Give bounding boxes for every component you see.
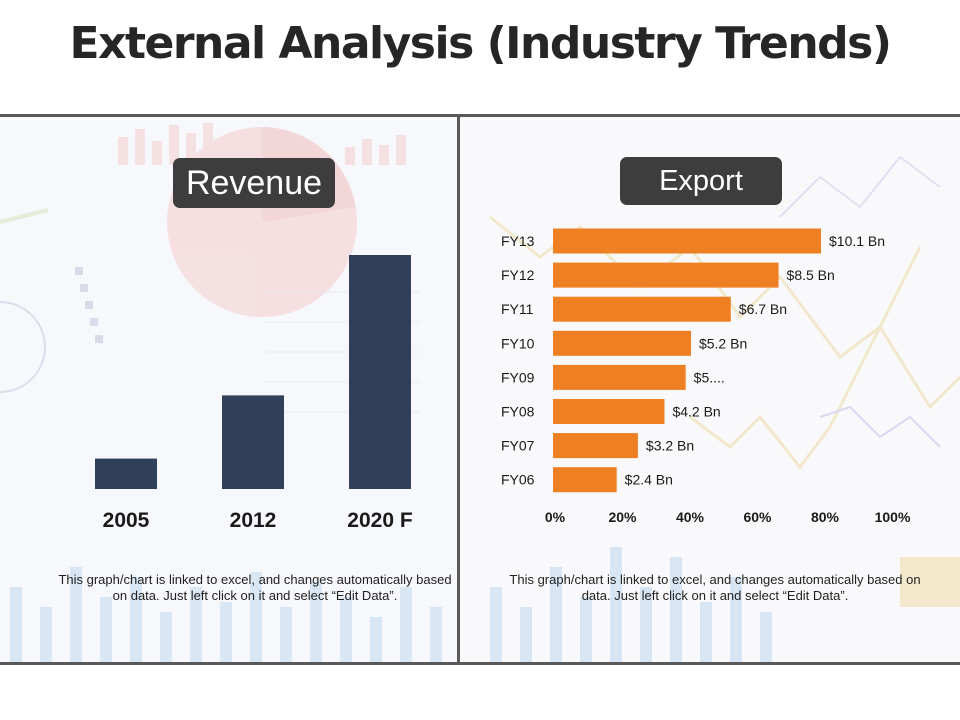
export-x-tick-label: 40% xyxy=(676,509,705,525)
export-x-tick-label: 20% xyxy=(608,509,637,525)
export-category-label: FY13 xyxy=(501,233,535,249)
export-bar-chart: FY13 $10.1 Bn FY12 $8.5 Bn FY11 $6.7 Bn FY10 $5… xyxy=(501,228,911,525)
revenue-category-label: 2005 xyxy=(103,509,150,532)
export-category-label: FY11 xyxy=(501,301,534,317)
export-data-label: $2.4 Bn xyxy=(625,472,673,488)
export-data-label: $4.2 Bn xyxy=(672,404,720,420)
export-category-label: FY07 xyxy=(501,438,535,454)
export-category-label: FY09 xyxy=(501,369,535,385)
export-bar xyxy=(553,228,821,254)
export-data-label: $8.5 Bn xyxy=(787,267,835,283)
revenue-chart-note: This graph/chart is linked to excel, and… xyxy=(58,572,452,603)
panel-divider xyxy=(457,117,460,662)
export-x-tick-label: 0% xyxy=(545,509,566,525)
export-category-label: FY06 xyxy=(501,472,535,488)
revenue-category-label: 2012 xyxy=(230,509,277,532)
export-category-label: FY12 xyxy=(501,267,535,283)
export-data-label: $5.2 Bn xyxy=(699,335,747,351)
export-x-tick-label: 60% xyxy=(743,509,772,525)
export-bar xyxy=(553,467,617,493)
export-panel: Export FY13 $10.1 Bn FY12 $8.5 Bn FY11 $6.7 B… xyxy=(460,117,960,662)
export-chart-note: This graph/chart is linked to excel, and… xyxy=(509,572,921,603)
revenue-bar-chart: 2005 2012 2020 F xyxy=(95,255,413,532)
export-x-tick-label: 100% xyxy=(875,509,911,525)
revenue-bar xyxy=(222,395,284,489)
export-category-label: FY08 xyxy=(501,404,535,420)
revenue-panel: Revenue 2005 2012 2020 F This graph/chart … xyxy=(0,117,457,662)
export-category-label: FY10 xyxy=(501,335,535,351)
export-bar xyxy=(553,364,686,390)
revenue-category-label: 2020 F xyxy=(347,509,413,532)
export-bar xyxy=(553,262,779,288)
export-bar xyxy=(553,330,691,356)
page-title: External Analysis (Industry Trends) xyxy=(69,18,892,69)
revenue-bar xyxy=(95,458,157,489)
export-bar xyxy=(553,296,731,322)
export-data-label: $5.... xyxy=(694,369,725,385)
content-area: Revenue 2005 2012 2020 F This graph/chart … xyxy=(0,114,960,665)
export-bar xyxy=(553,399,665,424)
export-data-label: $10.1 Bn xyxy=(829,233,885,249)
export-data-label: $3.2 Bn xyxy=(646,438,694,454)
export-bar xyxy=(553,433,638,459)
export-x-tick-label: 80% xyxy=(811,509,840,525)
revenue-heading: Revenue xyxy=(173,158,335,208)
export-heading: Export xyxy=(620,157,782,205)
revenue-bar xyxy=(349,255,411,489)
export-data-label: $6.7 Bn xyxy=(739,301,787,317)
